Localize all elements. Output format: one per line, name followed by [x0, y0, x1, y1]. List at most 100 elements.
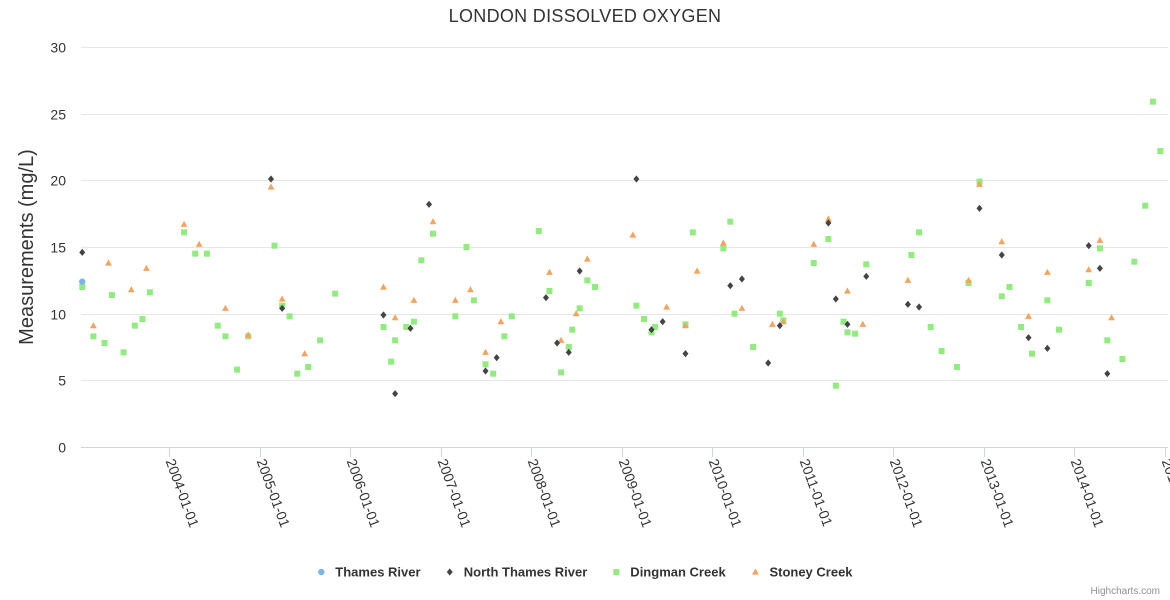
- data-point[interactable]: [222, 333, 229, 340]
- data-point[interactable]: [584, 277, 591, 284]
- data-point[interactable]: [392, 337, 399, 344]
- data-point[interactable]: [181, 229, 188, 236]
- data-point[interactable]: [863, 272, 870, 280]
- data-point[interactable]: [965, 280, 972, 286]
- data-point[interactable]: [738, 275, 745, 283]
- data-point[interactable]: [916, 229, 923, 236]
- data-point[interactable]: [101, 340, 108, 346]
- data-point[interactable]: [1142, 202, 1149, 209]
- data-point[interactable]: [663, 303, 671, 310]
- data-point[interactable]: [403, 324, 410, 330]
- data-point[interactable]: [271, 242, 278, 249]
- data-point[interactable]: [916, 303, 923, 311]
- data-point[interactable]: [576, 267, 583, 275]
- data-point[interactable]: [976, 204, 983, 212]
- data-point[interactable]: [592, 284, 599, 290]
- data-point[interactable]: [1096, 236, 1104, 243]
- data-point[interactable]: [629, 231, 637, 238]
- data-point[interactable]: [317, 337, 324, 344]
- data-point[interactable]: [267, 183, 275, 190]
- data-point[interactable]: [146, 289, 153, 296]
- data-point[interactable]: [825, 219, 832, 227]
- legend-symbol[interactable]: [613, 569, 620, 575]
- data-point[interactable]: [998, 238, 1006, 245]
- data-point[interactable]: [120, 349, 127, 356]
- data-point[interactable]: [467, 286, 474, 293]
- data-point[interactable]: [452, 313, 459, 320]
- data-point[interactable]: [380, 311, 387, 319]
- data-point[interactable]: [731, 310, 738, 317]
- data-point[interactable]: [927, 324, 934, 330]
- data-point[interactable]: [779, 318, 787, 325]
- data-point[interactable]: [641, 316, 648, 322]
- data-point[interactable]: [554, 339, 561, 347]
- data-point[interactable]: [463, 244, 470, 250]
- data-point[interactable]: [482, 367, 489, 375]
- data-point[interactable]: [195, 240, 203, 247]
- data-point[interactable]: [407, 324, 414, 332]
- data-point[interactable]: [131, 322, 138, 329]
- data-point[interactable]: [1104, 337, 1111, 344]
- data-point[interactable]: [1085, 280, 1092, 286]
- data-point[interactable]: [572, 310, 580, 317]
- credit-link[interactable]: Highcharts.com: [1091, 586, 1160, 597]
- data-point[interactable]: [410, 296, 418, 303]
- data-point[interactable]: [810, 240, 818, 247]
- data-point[interactable]: [380, 324, 387, 330]
- data-point[interactable]: [648, 326, 655, 334]
- data-point[interactable]: [1006, 284, 1013, 290]
- data-point[interactable]: [633, 175, 640, 183]
- data-point[interactable]: [904, 300, 911, 308]
- data-point[interactable]: [1018, 324, 1025, 330]
- data-point[interactable]: [426, 200, 433, 208]
- data-point[interactable]: [727, 282, 734, 290]
- data-point[interactable]: [682, 322, 689, 329]
- data-point[interactable]: [863, 261, 870, 268]
- data-point[interactable]: [180, 220, 188, 227]
- data-point[interactable]: [682, 350, 689, 358]
- data-point[interactable]: [1044, 344, 1051, 352]
- data-point[interactable]: [998, 251, 1005, 259]
- data-point[interactable]: [192, 250, 199, 257]
- data-point[interactable]: [832, 295, 839, 303]
- data-point[interactable]: [852, 330, 859, 337]
- data-point[interactable]: [214, 322, 221, 329]
- data-point[interactable]: [768, 320, 776, 327]
- legend[interactable]: Thames River North Thames River Dingman Cr…: [318, 565, 853, 580]
- data-point[interactable]: [451, 296, 459, 303]
- data-point[interactable]: [1108, 314, 1115, 321]
- data-point[interactable]: [332, 290, 339, 297]
- data-point[interactable]: [938, 348, 945, 354]
- data-point[interactable]: [727, 218, 734, 225]
- data-point[interactable]: [278, 295, 286, 302]
- data-point[interactable]: [953, 364, 960, 370]
- data-point[interactable]: [482, 361, 489, 368]
- data-point[interactable]: [222, 304, 229, 311]
- data-point[interactable]: [633, 302, 640, 309]
- data-point[interactable]: [497, 318, 505, 325]
- data-point[interactable]: [810, 260, 817, 266]
- data-point[interactable]: [482, 348, 489, 355]
- data-point[interactable]: [1119, 356, 1126, 362]
- data-point[interactable]: [380, 283, 387, 290]
- data-point[interactable]: [557, 336, 565, 343]
- data-point[interactable]: [998, 293, 1005, 300]
- data-point[interactable]: [286, 313, 293, 320]
- data-point[interactable]: [268, 175, 275, 183]
- data-point[interactable]: [470, 297, 477, 304]
- data-point[interactable]: [430, 230, 437, 237]
- data-point[interactable]: [279, 304, 286, 312]
- data-point[interactable]: [569, 326, 576, 333]
- data-point[interactable]: [105, 259, 112, 266]
- data-point[interactable]: [832, 382, 839, 389]
- data-point[interactable]: [139, 316, 146, 322]
- data-point[interactable]: [305, 364, 312, 370]
- legend-symbol[interactable]: [446, 568, 453, 576]
- data-point[interactable]: [79, 284, 86, 290]
- data-point[interactable]: [546, 288, 553, 294]
- data-point[interactable]: [127, 286, 135, 293]
- legend-symbol[interactable]: [752, 568, 759, 575]
- data-point[interactable]: [1043, 268, 1051, 275]
- data-point[interactable]: [693, 267, 701, 274]
- data-point[interactable]: [493, 354, 500, 362]
